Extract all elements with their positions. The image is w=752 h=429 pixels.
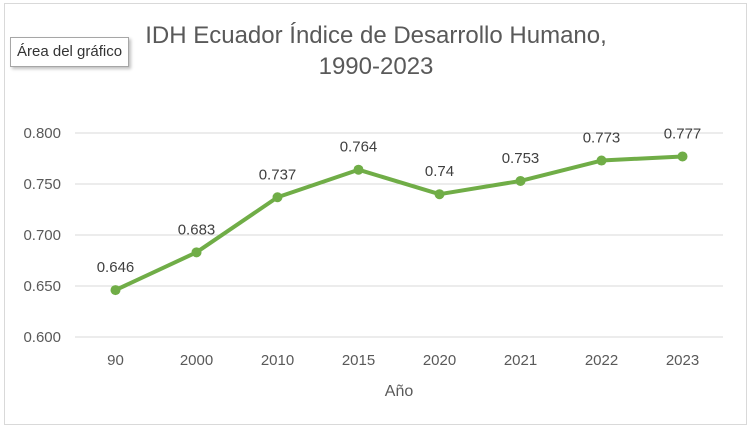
x-tick-label: 90 [107,352,124,369]
chart-area[interactable] [4,3,747,425]
data-label: 0.646 [97,259,135,276]
data-point [434,189,445,200]
y-tick-label: 0.800 [23,125,61,142]
series-line [113,154,685,293]
data-label: 0.773 [583,130,621,147]
data-point [677,151,688,162]
y-tick-label: 0.750 [23,176,61,193]
y-tick-label: 0.600 [23,329,61,346]
data-point [596,155,607,166]
x-tick-label: 2022 [585,352,618,369]
data-point [272,192,283,203]
chart-area-tooltip: Área del gráfico [10,37,130,67]
y-tick-label: 0.650 [23,278,61,295]
data-point [353,164,364,175]
chart-title-line-1: IDH Ecuador Índice de Desarrollo Humano, [145,22,607,49]
x-tick-label: 2000 [180,352,213,369]
data-label: 0.683 [178,221,216,238]
data-point [515,175,526,186]
x-axis-title: Año [385,383,414,400]
data-label: 0.753 [502,150,540,167]
data-label: 0.74 [425,163,454,180]
x-tick-label: 2015 [342,352,375,369]
data-label: 0.777 [664,125,702,142]
x-tick-label: 2010 [261,352,294,369]
x-tick-label: 2021 [504,352,537,369]
chart-title-line-2: 1990-2023 [318,53,434,80]
data-label: 0.764 [340,139,378,156]
data-point [191,247,202,258]
data-point [110,285,121,296]
y-tick-label: 0.700 [23,227,61,244]
data-label: 0.737 [259,166,297,183]
x-tick-label: 2020 [423,352,456,369]
chart-title: IDH Ecuador Índice de Desarrollo Humano,… [0,20,752,82]
x-tick-label: 2023 [666,352,699,369]
